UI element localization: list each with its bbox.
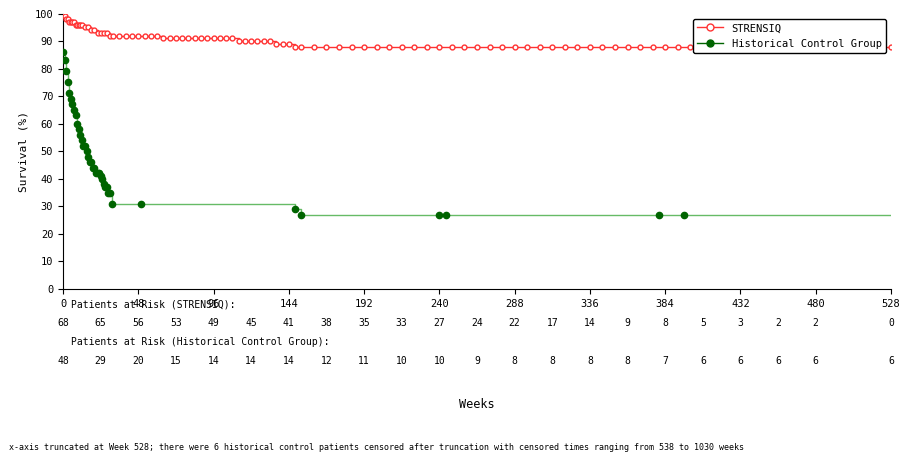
Text: Weeks: Weeks — [459, 399, 495, 411]
Text: 14: 14 — [246, 356, 257, 366]
Text: 0: 0 — [888, 318, 894, 328]
Text: 14: 14 — [584, 318, 596, 328]
Legend: STRENSIQ, Historical Control Group: STRENSIQ, Historical Control Group — [693, 19, 886, 53]
Text: 6: 6 — [888, 356, 894, 366]
Y-axis label: Survival (%): Survival (%) — [19, 111, 29, 192]
Text: 24: 24 — [471, 318, 483, 328]
Text: 6: 6 — [813, 356, 819, 366]
Text: 10: 10 — [434, 356, 446, 366]
Text: 14: 14 — [283, 356, 294, 366]
Text: 2: 2 — [813, 318, 819, 328]
Text: 8: 8 — [625, 356, 631, 366]
Text: 33: 33 — [396, 318, 408, 328]
Text: 10: 10 — [396, 356, 408, 366]
Text: 53: 53 — [170, 318, 182, 328]
Text: 56: 56 — [132, 318, 144, 328]
Text: 6: 6 — [700, 356, 706, 366]
Text: 15: 15 — [170, 356, 182, 366]
Text: x-axis truncated at Week 528; there were 6 historical control patients censored : x-axis truncated at Week 528; there were… — [9, 443, 744, 452]
Text: 9: 9 — [474, 356, 480, 366]
Text: 12: 12 — [320, 356, 332, 366]
Text: 2: 2 — [775, 318, 781, 328]
Text: 14: 14 — [208, 356, 220, 366]
Text: 68: 68 — [57, 318, 69, 328]
Text: 20: 20 — [132, 356, 144, 366]
Text: 22: 22 — [508, 318, 520, 328]
Text: 17: 17 — [546, 318, 558, 328]
Text: 29: 29 — [94, 356, 106, 366]
Text: 38: 38 — [320, 318, 332, 328]
Text: 3: 3 — [737, 318, 743, 328]
Text: Patients at Risk (Historical Control Group):: Patients at Risk (Historical Control Gro… — [71, 337, 329, 347]
Text: 8: 8 — [587, 356, 593, 366]
Text: 9: 9 — [625, 318, 631, 328]
Text: 5: 5 — [700, 318, 706, 328]
Text: 45: 45 — [246, 318, 257, 328]
Text: 35: 35 — [358, 318, 370, 328]
Text: 11: 11 — [358, 356, 370, 366]
Text: 8: 8 — [662, 318, 668, 328]
Text: 27: 27 — [434, 318, 446, 328]
Text: 8: 8 — [549, 356, 555, 366]
Text: 48: 48 — [57, 356, 69, 366]
Text: 41: 41 — [283, 318, 294, 328]
Text: 7: 7 — [662, 356, 668, 366]
Text: 6: 6 — [775, 356, 781, 366]
Text: Patients at Risk (STRENSIQ):: Patients at Risk (STRENSIQ): — [71, 299, 236, 309]
Text: 8: 8 — [512, 356, 517, 366]
Text: 6: 6 — [737, 356, 743, 366]
Text: 65: 65 — [94, 318, 106, 328]
Text: 49: 49 — [208, 318, 220, 328]
